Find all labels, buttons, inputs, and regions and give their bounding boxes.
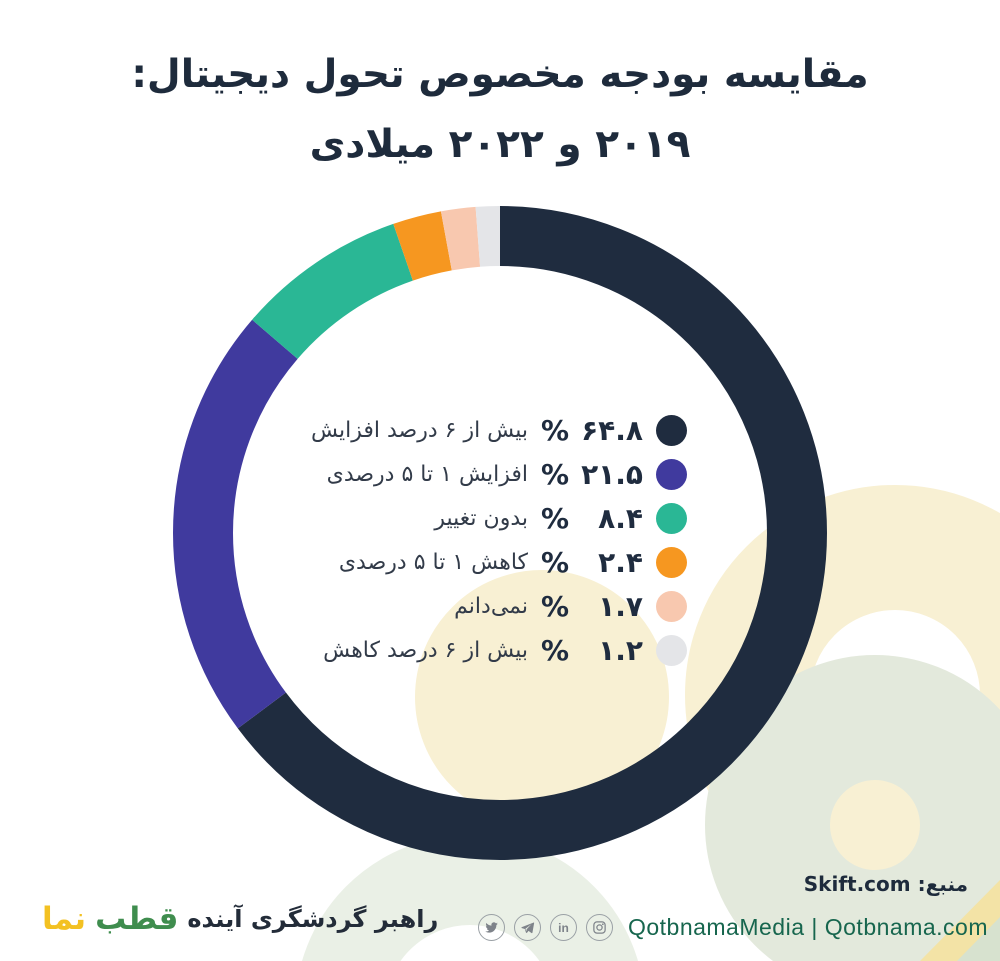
telegram-icon[interactable] xyxy=(513,914,541,941)
twitter-icon[interactable] xyxy=(477,914,505,941)
logo-part-nama: نما xyxy=(42,901,87,937)
legend-value: ۸.۴ xyxy=(598,501,643,535)
legend-item: ۲۱.۵% افزایش ۱ تا ۵ درصدی xyxy=(311,452,687,496)
legend-item: ۲.۴% کاهش ۱ تا ۵ درصدی xyxy=(311,540,687,584)
donut-segment xyxy=(173,206,827,860)
legend-label: کاهش ۱ تا ۵ درصدی xyxy=(338,549,528,575)
chart-legend: ۶۴.۸% بیش از ۶ درصد افزایش ۲۱.۵% افزایش … xyxy=(311,408,687,672)
social-bar: in QotbnamaMedia | Qotbnama.com xyxy=(477,914,988,941)
social-handle-text[interactable]: QotbnamaMedia | Qotbnama.com xyxy=(627,914,988,940)
brand-logo: نما قطب راهبر گردشگری آینده xyxy=(42,901,438,937)
legend-dot xyxy=(656,546,687,578)
legend-label: بیش از ۶ درصد افزایش xyxy=(310,417,528,443)
donut-chart xyxy=(170,203,830,863)
legend-dot xyxy=(656,414,687,446)
source-site: Skift.com xyxy=(803,872,911,896)
percent-sign: % xyxy=(541,457,570,491)
legend-item: ۶۴.۸% بیش از ۶ درصد افزایش xyxy=(311,408,687,452)
legend-dot xyxy=(656,590,687,622)
legend-label: نمی‌دانم xyxy=(454,593,528,619)
chart-title-line2: ۲۰۱۹ و ۲۰۲۲ میلادی xyxy=(309,122,691,167)
percent-sign: % xyxy=(541,413,570,447)
brand-tagline: راهبر گردشگری آینده xyxy=(187,905,439,933)
donut-segment xyxy=(173,206,827,860)
percent-sign: % xyxy=(541,545,570,579)
source-note: منبع: Skift.com xyxy=(804,872,968,896)
legend-item: ۱.۲% بیش از ۶ درصد کاهش xyxy=(311,628,687,672)
linkedin-icon[interactable]: in xyxy=(549,914,577,941)
percent-sign: % xyxy=(541,589,570,623)
logo-part-qotb: قطب xyxy=(95,901,179,937)
legend-label: بدون تغییر xyxy=(434,505,528,531)
legend-item: ۸.۴% بدون تغییر xyxy=(311,496,687,540)
legend-value: ۶۴.۸ xyxy=(581,413,643,447)
legend-dot xyxy=(656,458,687,490)
donut-chart-svg xyxy=(173,206,827,860)
legend-dot xyxy=(656,634,687,666)
percent-sign: % xyxy=(541,501,570,535)
instagram-icon[interactable] xyxy=(585,914,613,941)
percent-sign: % xyxy=(541,633,570,667)
legend-value: ۲.۴ xyxy=(598,545,643,579)
legend-value: ۱.۷ xyxy=(598,589,643,623)
source-label: منبع: xyxy=(917,872,968,896)
chart-title: مقایسه بودجه مخصوص تحول دیجیتال: ۲۰۱۹ و … xyxy=(0,40,1000,180)
legend-item: ۱.۷% نمی‌دانم xyxy=(311,584,687,628)
chart-title-line1: مقایسه بودجه مخصوص تحول دیجیتال: xyxy=(131,52,869,97)
legend-label: افزایش ۱ تا ۵ درصدی xyxy=(326,461,528,487)
legend-dot xyxy=(656,502,687,534)
legend-label: بیش از ۶ درصد کاهش xyxy=(323,637,528,663)
legend-value: ۱.۲ xyxy=(598,633,643,667)
legend-value: ۲۱.۵ xyxy=(581,457,643,491)
